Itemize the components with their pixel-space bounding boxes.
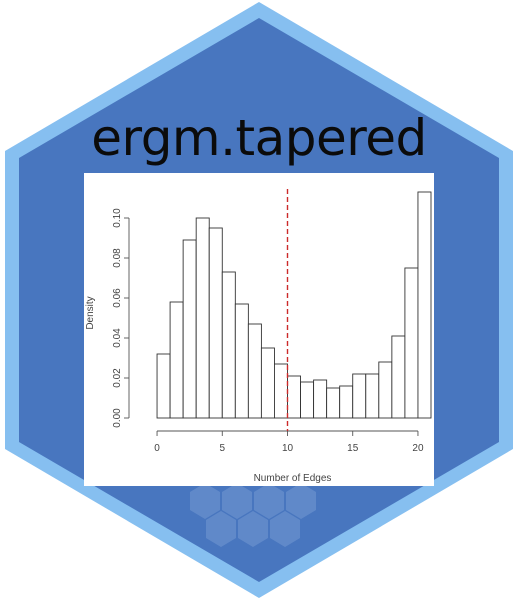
hex-pattern-decoration <box>190 483 316 547</box>
sticker-title: ergm.tapered <box>91 109 427 167</box>
x-tick-label: 0 <box>154 443 160 454</box>
histogram-chart: 0 5 10 15 20 0.00 0.02 0.04 0.06 0.08 0.10 Number… <box>85 189 432 484</box>
y-tick-label: 0.10 <box>112 208 123 228</box>
x-tick-label: 15 <box>347 443 359 454</box>
histogram-bar <box>352 373 367 419</box>
y-tick-label: 0.04 <box>112 328 123 348</box>
histogram-bar <box>247 323 262 419</box>
x-axis-label: Number of Edges <box>254 473 332 484</box>
histogram-bar <box>208 227 223 419</box>
histogram-bars <box>156 191 432 419</box>
histogram-bar <box>287 375 301 419</box>
histogram-bar <box>221 271 236 419</box>
histogram-bar <box>339 385 354 419</box>
histogram-bar <box>156 353 171 419</box>
histogram-bar <box>169 301 184 419</box>
y-tick-label: 0.02 <box>112 368 123 388</box>
histogram-bar <box>417 191 432 419</box>
x-tick-label: 20 <box>412 443 424 454</box>
y-tick-label: 0.08 <box>112 248 123 268</box>
x-tick-label: 5 <box>219 443 225 454</box>
y-axis: 0.00 0.02 0.04 0.06 0.08 0.10 <box>112 208 130 428</box>
y-tick-label: 0.06 <box>112 288 123 308</box>
histogram-panel: 0 5 10 15 20 0.00 0.02 0.04 0.06 0.08 0.10 Number… <box>84 173 434 486</box>
histogram-bar <box>391 335 406 419</box>
histogram-bar <box>365 373 380 419</box>
y-tick-label: 0.00 <box>112 408 123 428</box>
histogram-bar <box>234 303 249 419</box>
histogram-bar <box>182 239 197 419</box>
x-axis: 0 5 10 15 20 <box>154 430 424 454</box>
histogram-bar <box>260 347 275 419</box>
histogram-bar <box>313 379 328 419</box>
x-tick-label: 10 <box>282 443 294 454</box>
histogram-bar <box>274 363 288 419</box>
histogram-bar <box>300 381 315 419</box>
histogram-bar <box>404 267 419 419</box>
histogram-bar <box>195 217 210 419</box>
y-axis-label: Density <box>85 296 96 329</box>
histogram-bar <box>326 387 341 419</box>
histogram-bar <box>378 361 393 419</box>
